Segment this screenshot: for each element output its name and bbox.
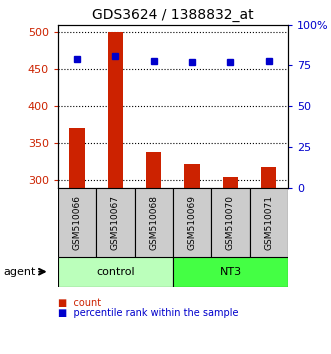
Text: GSM510070: GSM510070 (226, 195, 235, 250)
Text: GSM510071: GSM510071 (264, 195, 273, 250)
Bar (108, 32, 123, 354)
Text: GSM510069: GSM510069 (188, 195, 197, 250)
Bar (135, 188, 173, 257)
Text: ■  percentile rank within the sample: ■ percentile rank within the sample (58, 308, 238, 318)
Bar (146, 152, 162, 354)
Text: GSM510067: GSM510067 (111, 195, 120, 250)
Title: GDS3624 / 1388832_at: GDS3624 / 1388832_at (92, 8, 254, 22)
Bar (261, 167, 276, 354)
Text: NT3: NT3 (219, 267, 242, 277)
Bar (211, 188, 250, 257)
Bar (173, 188, 211, 257)
Bar (173, 257, 288, 287)
Text: GSM510068: GSM510068 (149, 195, 158, 250)
Bar (250, 188, 288, 257)
Bar (58, 188, 96, 257)
Bar (223, 177, 238, 354)
Bar (184, 164, 200, 354)
Text: GSM510066: GSM510066 (72, 195, 82, 250)
Text: agent: agent (3, 267, 36, 277)
Bar (96, 188, 135, 257)
Text: control: control (96, 267, 135, 277)
Bar (58, 257, 173, 287)
Bar (70, 129, 85, 354)
Text: ■  count: ■ count (58, 298, 101, 308)
